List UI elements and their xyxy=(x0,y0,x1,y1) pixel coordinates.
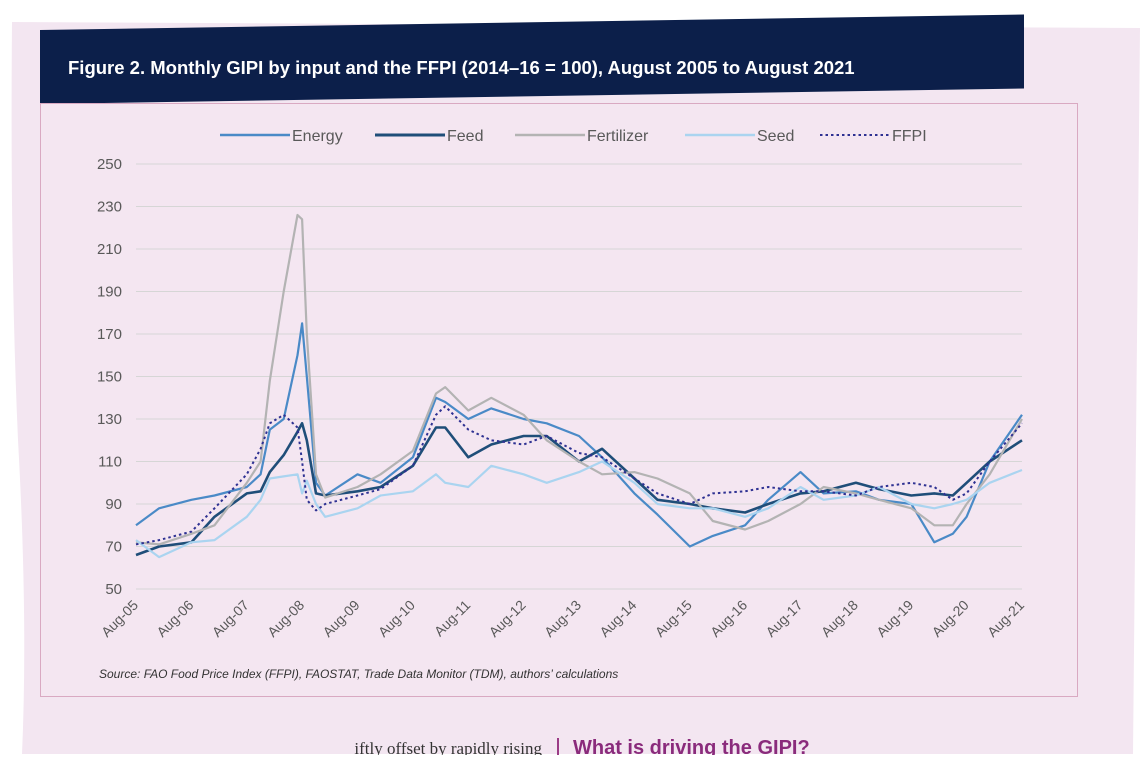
source-note: Source: FAO Food Price Index (FFPI), FAO… xyxy=(99,667,619,681)
y-tick-label: 70 xyxy=(105,539,122,556)
series-line-feed xyxy=(135,421,1023,557)
y-tick-label: 190 xyxy=(97,284,122,301)
section-heading: What is driving the GIPI? xyxy=(573,737,810,759)
column-divider xyxy=(557,738,559,759)
body-text-snippet: iftly offset by rapidly rising xyxy=(354,739,542,758)
x-tick-label: Aug-21 xyxy=(984,597,1027,640)
y-tick-label: 210 xyxy=(97,241,122,258)
legend-label: FFPI xyxy=(892,128,927,145)
x-tick-label: Aug-10 xyxy=(375,597,418,640)
series-lines xyxy=(135,213,1023,559)
x-axis-ticks: Aug-05 Aug-06 Aug-07 Aug-08 Aug-09 Aug-10 Aug-… xyxy=(98,597,1027,640)
legend-label: Feed xyxy=(447,128,483,145)
x-tick-label: Aug-05 xyxy=(98,597,141,640)
legend-label: Energy xyxy=(292,128,343,145)
x-tick-label: Aug-14 xyxy=(596,597,639,640)
x-tick-label: Aug-06 xyxy=(153,597,196,640)
chart-panel xyxy=(40,103,1078,697)
series-line-seed xyxy=(135,460,1023,559)
legend-label: Seed xyxy=(757,128,794,145)
x-tick-label: Aug-19 xyxy=(873,597,916,640)
x-tick-label: Aug-16 xyxy=(707,597,750,640)
y-tick-label: 50 xyxy=(105,581,122,598)
x-tick-label: Aug-12 xyxy=(486,597,529,640)
x-tick-label: Aug-08 xyxy=(264,597,307,640)
x-tick-label: Aug-09 xyxy=(319,597,362,640)
x-tick-label: Aug-07 xyxy=(209,597,252,640)
legend: Energy Feed Fertilizer Seed FFPI xyxy=(220,128,927,145)
gridlines xyxy=(136,163,1022,590)
series-line-energy xyxy=(135,322,1023,548)
y-tick-label: 110 xyxy=(98,454,122,471)
series-line-fertilizer xyxy=(135,213,1023,546)
y-tick-label: 230 xyxy=(97,199,122,216)
x-tick-label: Aug-15 xyxy=(652,597,695,640)
x-tick-label: Aug-17 xyxy=(762,597,805,640)
x-tick-label: Aug-20 xyxy=(929,597,972,640)
y-tick-label: 170 xyxy=(97,326,122,343)
legend-label: Fertilizer xyxy=(587,128,649,145)
figure-title: Figure 2. Monthly GIPI by input and the … xyxy=(68,57,855,78)
x-tick-label: Aug-18 xyxy=(818,597,861,640)
y-tick-label: 130 xyxy=(97,411,122,428)
y-tick-label: 150 xyxy=(97,369,122,386)
x-tick-label: Aug-11 xyxy=(431,597,474,640)
bottom-crop xyxy=(0,755,1144,759)
y-axis-ticks: 50 70 90 110 130 150 170 190 210 230 250 xyxy=(97,156,122,598)
y-tick-label: 90 xyxy=(105,496,122,513)
y-tick-label: 250 xyxy=(97,156,122,173)
x-tick-label: Aug-13 xyxy=(541,597,584,640)
